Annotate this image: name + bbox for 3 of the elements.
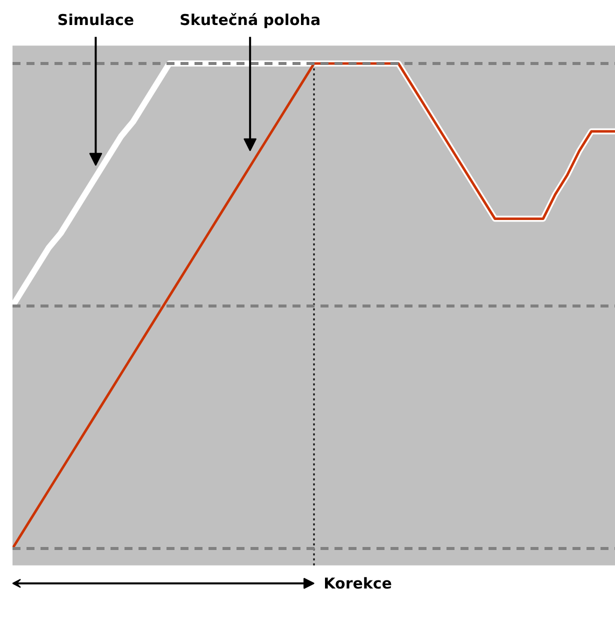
text: Skutečná poloha [180, 10, 321, 29]
text: Korekce [324, 574, 392, 592]
text: Simulace [57, 10, 134, 29]
